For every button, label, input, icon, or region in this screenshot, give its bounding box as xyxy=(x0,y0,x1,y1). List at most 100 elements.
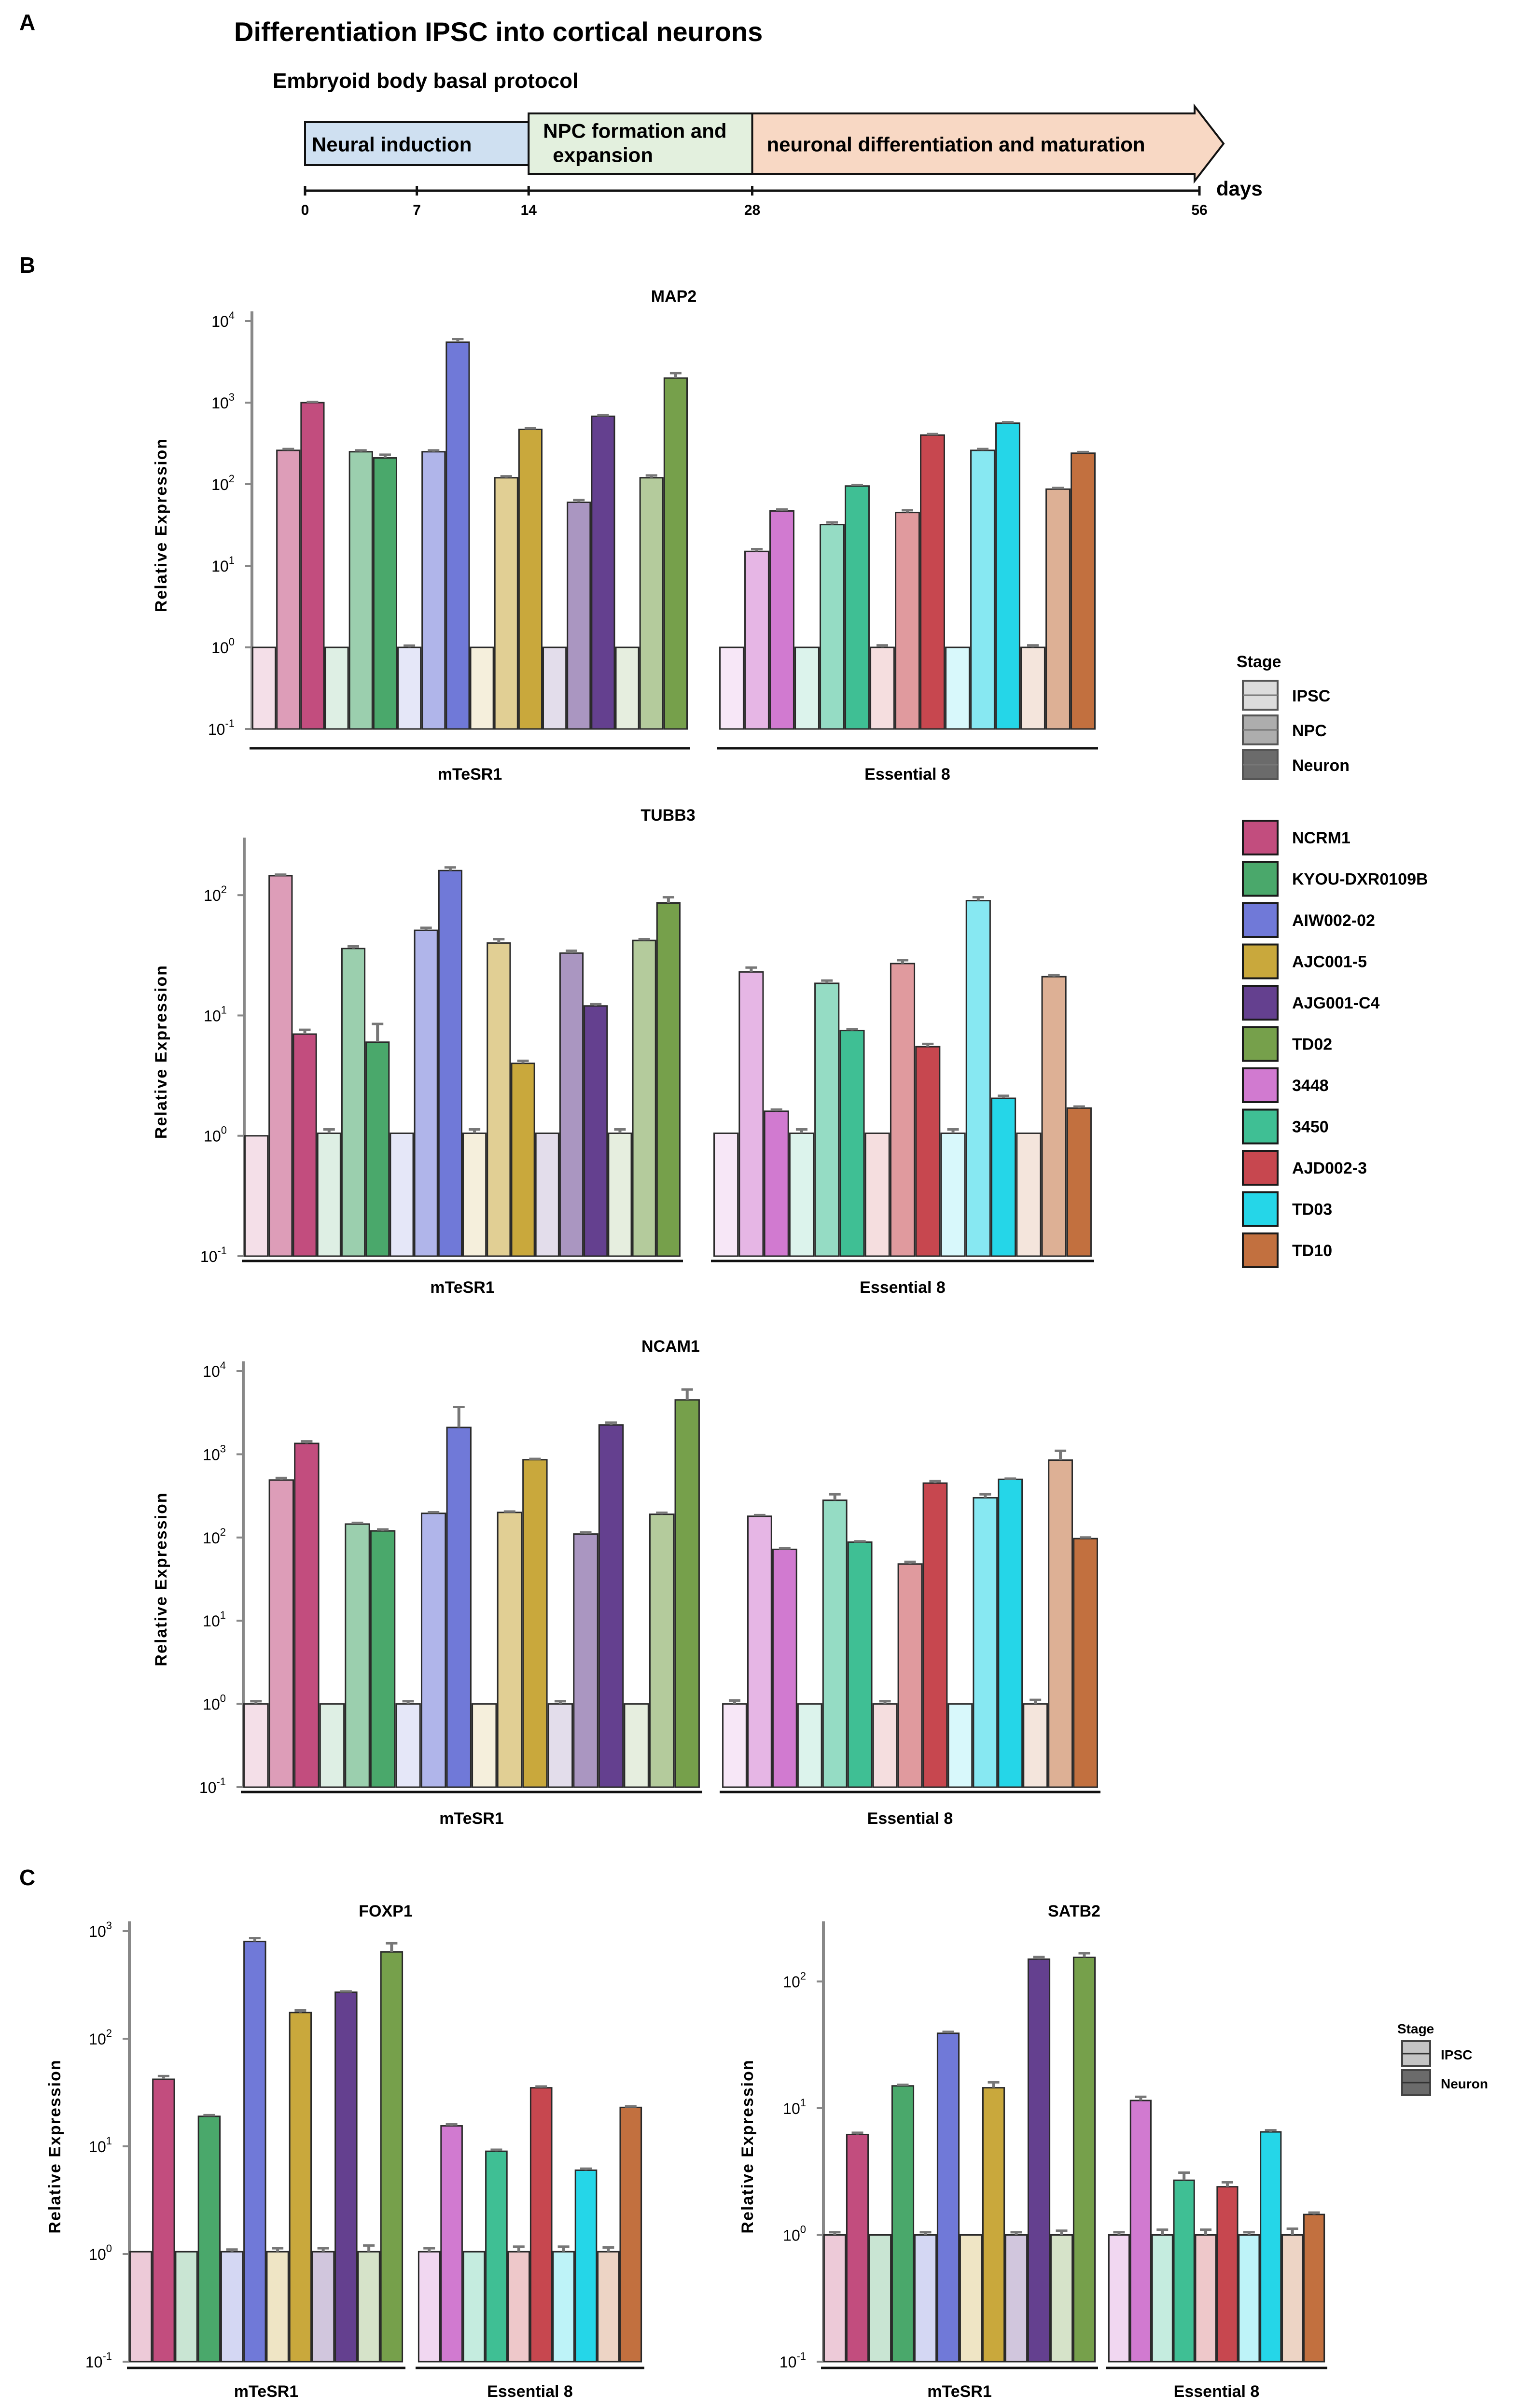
bar xyxy=(300,402,325,730)
bar xyxy=(713,1132,739,1257)
y-tick-label: 100 xyxy=(783,2223,806,2244)
bar xyxy=(870,646,895,730)
bar xyxy=(1073,1538,1098,1788)
bar xyxy=(348,451,373,730)
y-tick-label: 102 xyxy=(89,2027,112,2048)
bar xyxy=(982,2087,1005,2363)
bar xyxy=(462,2251,486,2363)
bar xyxy=(487,942,511,1257)
bar xyxy=(244,1135,269,1257)
bar xyxy=(129,2251,153,2363)
bar xyxy=(317,1132,341,1257)
bar xyxy=(266,2251,289,2363)
bar xyxy=(552,2251,575,2363)
y-tick-label: 10-1 xyxy=(779,2350,806,2371)
bar xyxy=(507,2251,530,2363)
panel-letter-a: A xyxy=(19,10,35,35)
group-label: Essential 8 xyxy=(487,2382,573,2401)
chart-title: NCAM1 xyxy=(641,1337,700,1356)
group-label: Essential 8 xyxy=(864,765,950,784)
timeline-tick-label: 0 xyxy=(301,202,309,218)
legend-stage-title: Stage xyxy=(1237,653,1281,671)
bar xyxy=(268,875,293,1257)
bar xyxy=(846,2133,869,2363)
timeline-stage-label: neuronal differentiation and maturation xyxy=(767,133,1145,156)
bar xyxy=(414,929,438,1257)
bar xyxy=(494,477,518,730)
bar xyxy=(535,1132,559,1257)
bar xyxy=(845,485,870,730)
bar xyxy=(945,646,970,730)
y-tick-label: 100 xyxy=(203,1693,226,1713)
legend-line-label: KYOU-DXR0109B xyxy=(1292,870,1428,889)
bar xyxy=(674,1399,700,1788)
bar xyxy=(772,1548,797,1788)
y-tick-label: 10-1 xyxy=(85,2350,112,2371)
legend-line-label: 3450 xyxy=(1292,1118,1329,1136)
y-tick-label: 102 xyxy=(203,1526,226,1547)
chart-title: TUBB3 xyxy=(640,806,695,825)
bar xyxy=(276,449,301,730)
legends: Stage IPSC NPC Neuron NCRM1 KYOU-DXR0109B AIW0… xyxy=(1237,653,1488,2096)
bar xyxy=(446,1427,472,1788)
bar xyxy=(518,428,543,730)
bar xyxy=(289,2012,312,2363)
bar xyxy=(220,2251,244,2363)
group-label: mTeSR1 xyxy=(438,765,502,784)
y-tick-label: 101 xyxy=(204,1004,227,1024)
legend-line-label: AJC001-5 xyxy=(1292,953,1367,971)
legend-line-label: TD10 xyxy=(1292,1242,1332,1260)
bar xyxy=(897,1563,923,1788)
bar xyxy=(574,2169,598,2363)
bar xyxy=(311,2251,335,2363)
y-tick-label: 100 xyxy=(89,2242,112,2263)
bar xyxy=(895,512,920,730)
bar xyxy=(998,1478,1023,1788)
bar xyxy=(922,1482,948,1788)
bar xyxy=(373,457,397,730)
timeline-stage-label: expansion xyxy=(553,144,653,167)
timeline-stage-label: NPC formation and xyxy=(543,120,726,142)
bar xyxy=(418,2251,441,2363)
bar xyxy=(319,1703,345,1788)
bar xyxy=(470,646,494,730)
legend-stage-title: Stage xyxy=(1397,2021,1434,2036)
bar xyxy=(1004,2234,1028,2363)
timeline-tick-label: 28 xyxy=(744,202,760,218)
bar xyxy=(197,2115,221,2363)
bar xyxy=(738,971,764,1257)
chart-ncam1: NCAM1 Relative Expression 10-1 100 101 102 103… xyxy=(152,1337,1100,1828)
bar xyxy=(839,1030,865,1257)
bar xyxy=(334,1991,358,2363)
bar xyxy=(822,1499,848,1788)
bar xyxy=(1050,2234,1073,2363)
bar xyxy=(1260,2131,1282,2363)
bar xyxy=(445,341,470,730)
y-tick-label: 104 xyxy=(211,309,235,330)
legend-line-swatch xyxy=(1242,1191,1279,1227)
panel-letter-c: C xyxy=(19,1865,35,1890)
bar xyxy=(619,2106,642,2363)
bar xyxy=(656,902,681,1257)
bar xyxy=(890,963,916,1257)
bar xyxy=(591,415,615,730)
bar xyxy=(797,1703,822,1788)
bar xyxy=(584,1005,608,1257)
bar xyxy=(421,451,446,730)
bar xyxy=(1151,2234,1173,2363)
bar xyxy=(485,2150,508,2363)
bar xyxy=(1027,1958,1051,2363)
protocol-timeline: Differentiation IPSC into cortical neuro… xyxy=(234,16,1263,218)
bar xyxy=(567,501,591,730)
bar xyxy=(847,1541,873,1788)
bar xyxy=(995,422,1020,730)
bar xyxy=(1195,2234,1217,2363)
bar xyxy=(175,2251,198,2363)
bar xyxy=(1108,2234,1130,2363)
bar xyxy=(597,2251,620,2363)
legend-line-label: TD02 xyxy=(1292,1036,1332,1054)
bar xyxy=(357,2251,380,2363)
y-tick-label: 104 xyxy=(203,1359,226,1380)
bar xyxy=(370,1530,396,1788)
group-label: mTeSR1 xyxy=(430,1278,495,1297)
